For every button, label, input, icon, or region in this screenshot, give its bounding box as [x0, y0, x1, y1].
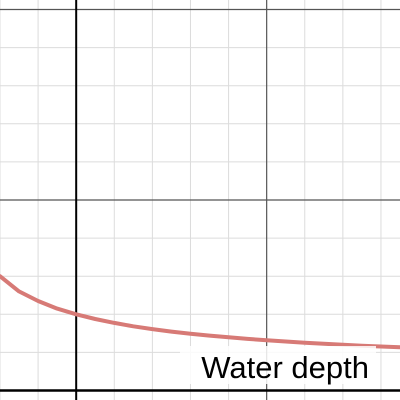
data-series [0, 274, 400, 350]
series-line-0 [0, 274, 400, 350]
annotation-background [180, 346, 376, 384]
annotation-label: Water depth [201, 350, 369, 385]
